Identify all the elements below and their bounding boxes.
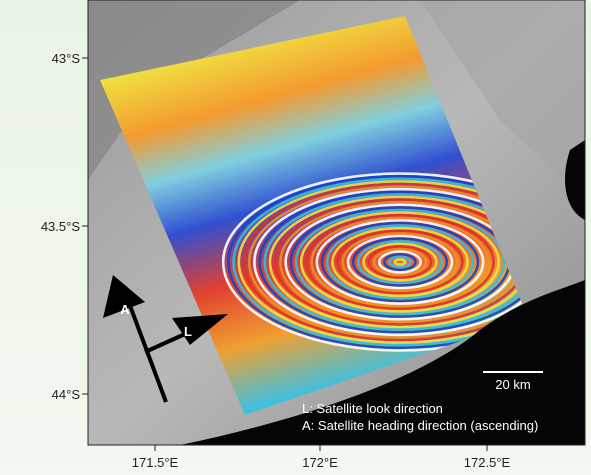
lat-label: 44°S: [52, 387, 81, 402]
lat-label: 43.5°S: [41, 219, 81, 234]
map-figure: 43°S 43.5°S 44°S 171.5°E 172°E 172.5°E A L 20…: [0, 0, 591, 475]
look-label: L: [184, 324, 192, 339]
legend-line: A: Satellite heading direction (ascendin…: [302, 418, 538, 433]
scale-label: 20 km: [495, 377, 530, 392]
lon-label: 171.5°E: [132, 455, 179, 470]
heading-label: A: [120, 302, 130, 317]
lon-label: 172°E: [302, 455, 338, 470]
lat-label: 43°S: [52, 51, 81, 66]
legend-line: L: Satellite look direction: [302, 401, 443, 416]
lon-label: 172.5°E: [464, 455, 511, 470]
